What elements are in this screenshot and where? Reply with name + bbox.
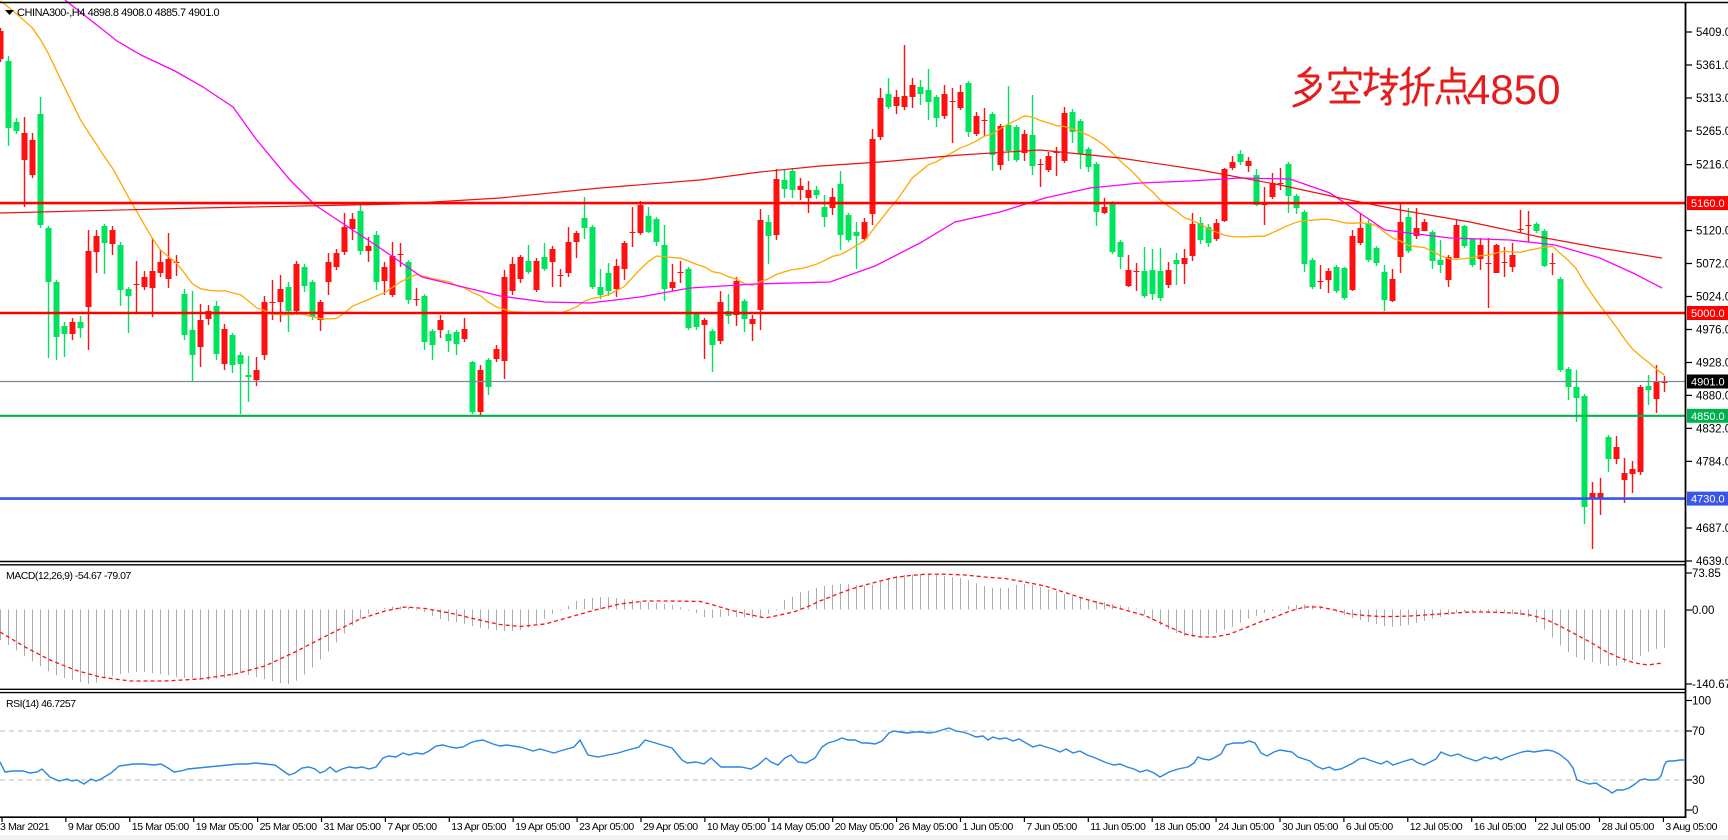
svg-text:29 Apr 05:00: 29 Apr 05:00 [643, 821, 698, 833]
svg-text:4639.0: 4639.0 [1696, 556, 1728, 568]
svg-text:5361.0: 5361.0 [1696, 60, 1728, 72]
svg-text:13 Apr 05:00: 13 Apr 05:00 [451, 821, 506, 833]
svg-text:CHINA300-,H4 4898.8 4908.0 48: CHINA300-,H4 4898.8 4908.0 4885.7 4901.0 [17, 7, 219, 19]
svg-text:73.85: 73.85 [1692, 568, 1721, 580]
svg-text:0: 0 [1692, 805, 1698, 817]
svg-text:5265.0: 5265.0 [1696, 126, 1728, 138]
svg-text:16 Jul 05:00: 16 Jul 05:00 [1474, 821, 1527, 833]
svg-text:31 Mar 05:00: 31 Mar 05:00 [324, 821, 382, 833]
svg-text:4784.0: 4784.0 [1696, 456, 1728, 468]
svg-text:4687.0: 4687.0 [1696, 523, 1728, 535]
svg-text:22 Jul 05:00: 22 Jul 05:00 [1538, 821, 1591, 833]
svg-text:5313.0: 5313.0 [1696, 93, 1728, 105]
svg-text:3 Aug 05:00: 3 Aug 05:00 [1665, 821, 1717, 833]
svg-text:26 May 05:00: 26 May 05:00 [899, 821, 958, 833]
svg-text:14 May 05:00: 14 May 05:00 [771, 821, 830, 833]
svg-text:7 Jun 05:00: 7 Jun 05:00 [1026, 821, 1077, 833]
svg-text:24 Jun 05:00: 24 Jun 05:00 [1218, 821, 1274, 833]
svg-text:18 Jun 05:00: 18 Jun 05:00 [1154, 821, 1210, 833]
svg-text:5216.0: 5216.0 [1696, 160, 1728, 172]
svg-text:5072.0: 5072.0 [1696, 259, 1728, 271]
svg-text:20 May 05:00: 20 May 05:00 [835, 821, 894, 833]
svg-text:19 Mar 05:00: 19 Mar 05:00 [196, 821, 254, 833]
svg-text:4901.0: 4901.0 [1691, 377, 1725, 389]
svg-text:25 Mar 05:00: 25 Mar 05:00 [260, 821, 318, 833]
svg-text:4850.0: 4850.0 [1691, 411, 1725, 423]
svg-text:4730.0: 4730.0 [1691, 494, 1725, 506]
svg-text:7 Apr 05:00: 7 Apr 05:00 [387, 821, 437, 833]
svg-text:4832.0: 4832.0 [1696, 423, 1728, 435]
svg-text:30 Jun 05:00: 30 Jun 05:00 [1282, 821, 1338, 833]
svg-text:100: 100 [1692, 696, 1711, 708]
svg-text:6 Jul 05:00: 6 Jul 05:00 [1346, 821, 1394, 833]
svg-text:0.00: 0.00 [1692, 605, 1714, 617]
svg-text:12 Jul 05:00: 12 Jul 05:00 [1410, 821, 1463, 833]
svg-text:15 Mar 05:00: 15 Mar 05:00 [132, 821, 190, 833]
svg-text:23 Apr 05:00: 23 Apr 05:00 [579, 821, 634, 833]
svg-text:4850: 4850 [1467, 66, 1560, 113]
svg-text:1 Jun 05:00: 1 Jun 05:00 [963, 821, 1014, 833]
svg-text:MACD(12,26,9) -54.67 -79.07: MACD(12,26,9) -54.67 -79.07 [6, 570, 131, 582]
svg-text:RSI(14) 46.7257: RSI(14) 46.7257 [6, 698, 76, 710]
svg-text:70: 70 [1692, 726, 1705, 738]
svg-text:5000.0: 5000.0 [1691, 308, 1725, 320]
svg-text:5120.0: 5120.0 [1696, 226, 1728, 238]
svg-text:5409.0: 5409.0 [1696, 27, 1728, 39]
svg-text:4928.0: 4928.0 [1696, 358, 1728, 370]
svg-text:5024.0: 5024.0 [1696, 292, 1728, 304]
svg-text:19 Apr 05:00: 19 Apr 05:00 [515, 821, 570, 833]
svg-text:3 Mar 2021: 3 Mar 2021 [0, 821, 50, 833]
svg-text:-140.67: -140.67 [1692, 679, 1728, 691]
svg-text:10 May 05:00: 10 May 05:00 [707, 821, 766, 833]
svg-text:4976.0: 4976.0 [1696, 325, 1728, 337]
svg-text:4880.0: 4880.0 [1696, 390, 1728, 402]
svg-text:9 Mar 05:00: 9 Mar 05:00 [68, 821, 120, 833]
svg-text:11 Jun 05:00: 11 Jun 05:00 [1090, 821, 1146, 833]
svg-text:5160.0: 5160.0 [1691, 198, 1725, 210]
svg-text:28 Jul 05:00: 28 Jul 05:00 [1602, 821, 1655, 833]
svg-text:30: 30 [1692, 775, 1705, 787]
